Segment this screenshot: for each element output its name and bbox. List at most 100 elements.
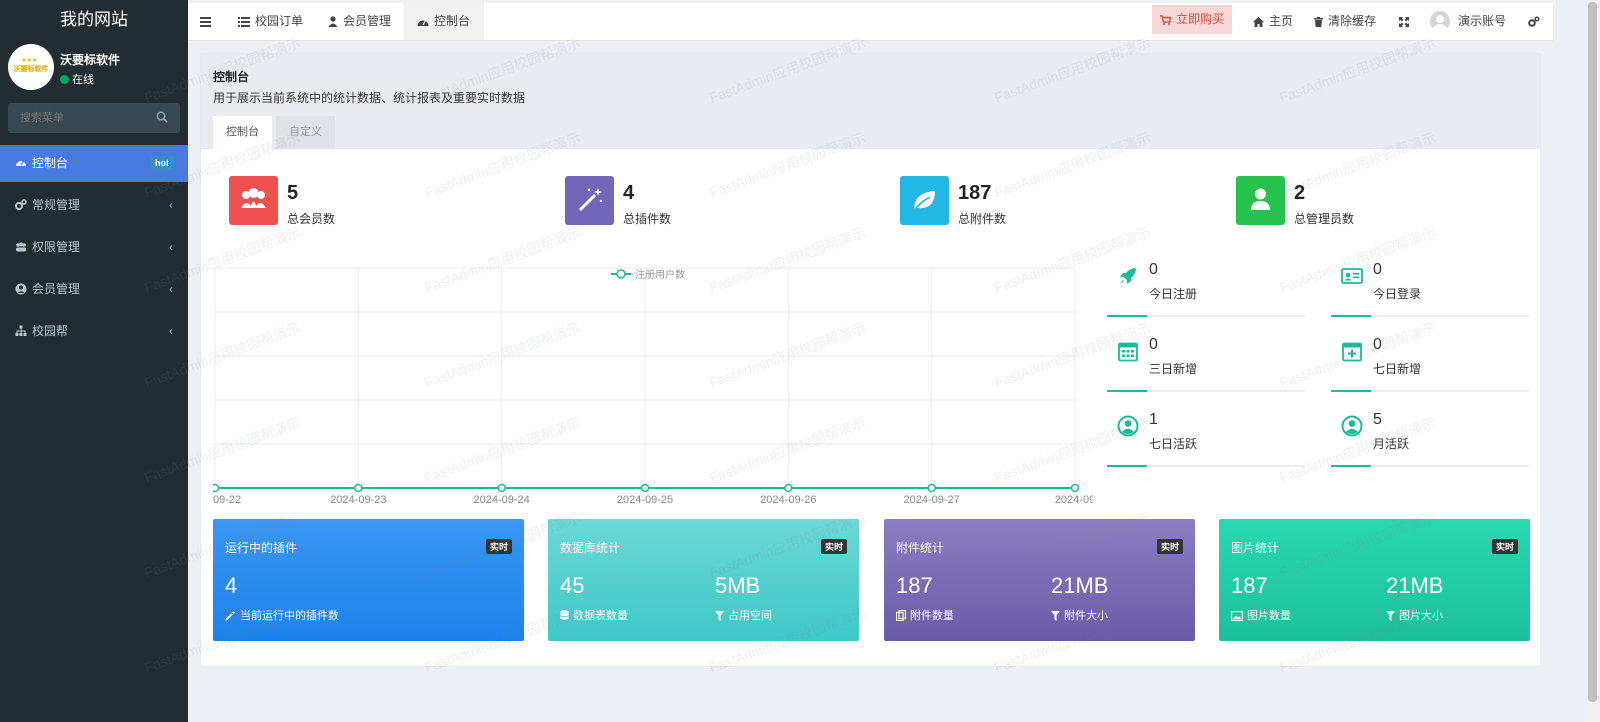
sidebar: 我的网站 ●●● 沃要标软件 沃要标软件 在线 控制台 hot 常规管理 ‹ 权… <box>0 0 188 722</box>
control-sidebar-button[interactable] <box>1528 3 1545 40</box>
dashboard-panel: 控制台 用于展示当前系统中的统计数据、统计报表及重要实时数据 控制台 自定义 5… <box>200 53 1541 667</box>
data-point <box>210 483 220 493</box>
mini-stat-label: 今日登录 <box>1373 287 1422 301</box>
database-icon <box>560 610 569 620</box>
card-label: 当前运行中的插件数 <box>225 607 339 623</box>
menu-search-input[interactable] <box>8 103 148 133</box>
stat-total-attachments: 187 总附件数 <box>900 176 1220 228</box>
card-title: 运行中的插件 <box>225 541 298 555</box>
gears-icon <box>1528 16 1540 27</box>
sidebar-item-label: 校园帮 <box>32 324 69 338</box>
site-brand[interactable]: 我的网站 <box>0 0 188 42</box>
scrollbar-thumb[interactable] <box>1588 2 1597 702</box>
avatar-logo-text: 沃要标软件 <box>13 66 49 73</box>
cart-icon <box>1160 15 1172 25</box>
mini-stat-value: 5 <box>1373 411 1382 428</box>
sidebar-item-auth[interactable]: 权限管理 ‹ <box>0 229 188 266</box>
home-link[interactable]: 主页 <box>1253 3 1293 40</box>
content-wrapper: 控制台 用于展示当前系统中的统计数据、统计报表及重要实时数据 控制台 自定义 5… <box>188 41 1553 722</box>
fullscreen-button[interactable] <box>1399 3 1414 40</box>
card-value: 45 <box>560 573 585 598</box>
stat-value: 5 <box>287 182 299 204</box>
user-circle-icon <box>1117 415 1139 437</box>
mini-stat-label: 七日新增 <box>1373 362 1422 376</box>
card-label: 占用空间 <box>715 607 772 623</box>
stat-total-plugins: 4 总插件数 <box>565 176 885 228</box>
tab-dashboard-panel[interactable]: 控制台 <box>213 116 272 149</box>
sidebar-item-label: 常规管理 <box>32 198 81 212</box>
chevron-left-icon: ‹ <box>169 282 173 296</box>
users-icon <box>229 176 278 225</box>
user-icon <box>328 16 338 27</box>
files-icon <box>895 609 907 622</box>
x-tick-label: 2024-09-25 <box>617 494 673 506</box>
filter-icon <box>1051 611 1060 621</box>
clear-cache-button[interactable]: 清除缓存 <box>1314 3 1376 40</box>
hamburger-icon <box>200 17 211 27</box>
card-label: 图片数量 <box>1231 607 1291 623</box>
sidebar-item-general[interactable]: 常规管理 ‹ <box>0 187 188 224</box>
tab-custom[interactable]: 自定义 <box>276 116 335 149</box>
panel-tabs: 控制台 自定义 <box>213 116 339 149</box>
sidebar-item-members[interactable]: 会员管理 ‹ <box>0 271 188 308</box>
mini-stat-label: 七日活跃 <box>1149 437 1198 451</box>
x-tick-label: 2024-09-23 <box>330 494 386 506</box>
hot-badge: hot <box>150 156 174 170</box>
sidebar-item-campus[interactable]: 校园帮 ‹ <box>0 313 188 350</box>
account-menu[interactable]: 演示账号 <box>1430 3 1506 40</box>
card-label-text: 图片大小 <box>1399 610 1443 622</box>
tab-dashboard[interactable]: 控制台 <box>403 3 485 40</box>
chevron-left-icon: ‹ <box>169 324 173 338</box>
stat-value: 187 <box>958 182 992 204</box>
realtime-badge: 实时 <box>820 539 847 554</box>
user-registration-chart[interactable]: 09-22 2024-09-23 2024-09-24 2024-09-25 2024-… <box>210 260 1095 514</box>
account-name: 演示账号 <box>1458 14 1507 28</box>
tab-campus-orders[interactable]: 校园订单 <box>238 3 303 40</box>
image-icon <box>1231 611 1244 622</box>
card-image-stats: 图片统计 实时 187 图片数量 21MB 图片大小 <box>1219 519 1530 641</box>
card-label: 图片大小 <box>1386 607 1443 623</box>
cogs-icon <box>15 199 27 210</box>
mini-stat-value: 0 <box>1149 261 1158 278</box>
x-tick-label: 2024-09-24 <box>474 494 530 506</box>
stat-value: 4 <box>623 182 635 204</box>
card-database-stats: 数据库统计 实时 45 数据表数量 5MB 占用空间 <box>548 519 859 641</box>
chevron-left-icon: ‹ <box>169 198 173 212</box>
stat-label: 总会员数 <box>287 212 336 226</box>
dashboard-icon <box>417 20 429 26</box>
mini-stat-today-login: 0 今日登录 <box>1331 259 1529 317</box>
user-icon <box>1236 176 1285 225</box>
mini-stat-value: 0 <box>1149 336 1158 353</box>
realtime-badge: 实时 <box>485 539 512 554</box>
x-tick-label: 2024-09 <box>1055 494 1093 506</box>
legend-label: 注册用户数 <box>635 268 685 281</box>
page-scrollbar[interactable] <box>1585 0 1600 722</box>
search-icon[interactable] <box>156 111 168 123</box>
page-description: 用于展示当前系统中的统计数据、统计报表及重要实时数据 <box>213 91 526 105</box>
data-point <box>784 483 793 493</box>
realtime-badge: 实时 <box>1156 539 1183 554</box>
card-running-plugins: 运行中的插件 实时 4 当前运行中的插件数 <box>213 519 524 641</box>
mini-stat-today-register: 0 今日注册 <box>1107 259 1305 317</box>
stat-total-admins: 2 总管理员数 <box>1236 176 1553 228</box>
user-circle-icon <box>15 283 27 295</box>
tab-member-management[interactable]: 会员管理 <box>328 3 391 40</box>
mini-stat-value: 1 <box>1149 411 1158 428</box>
stat-label: 总插件数 <box>623 212 672 226</box>
calendar-plus-icon <box>1342 342 1362 362</box>
card-attachment-stats: 附件统计 实时 187 附件数量 21MB 附件大小 <box>884 519 1195 641</box>
x-tick-label: 09-22 <box>213 494 241 506</box>
card-value: 21MB <box>1051 573 1109 598</box>
x-tick-label: 2024-09-27 <box>904 494 960 506</box>
data-point <box>497 483 506 493</box>
user-panel: ●●● 沃要标软件 沃要标软件 在线 <box>0 42 188 98</box>
stat-value: 2 <box>1294 182 1306 204</box>
data-point <box>640 483 650 493</box>
card-label-text: 图片数量 <box>1247 610 1291 622</box>
buy-now-button[interactable]: 立即购买 <box>1152 5 1233 34</box>
online-dot-icon <box>60 75 69 84</box>
calendar-icon <box>1118 342 1138 362</box>
sidebar-toggle-button[interactable] <box>200 3 216 40</box>
sidebar-item-dashboard[interactable]: 控制台 hot <box>0 145 188 182</box>
stat-total-members: 5 总会员数 <box>229 176 549 228</box>
